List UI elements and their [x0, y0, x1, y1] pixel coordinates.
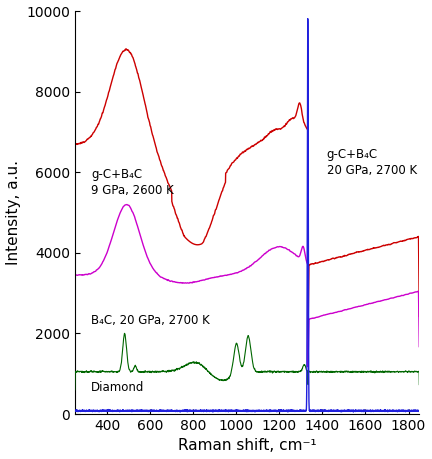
Text: g-C+B₄C
9 GPa, 2600 K: g-C+B₄C 9 GPa, 2600 K — [91, 168, 174, 197]
Text: g-C+B₄C
20 GPa, 2700 K: g-C+B₄C 20 GPa, 2700 K — [327, 148, 417, 177]
Text: Diamond: Diamond — [91, 381, 144, 394]
Text: B₄C, 20 GPa, 2700 K: B₄C, 20 GPa, 2700 K — [91, 314, 210, 327]
X-axis label: Raman shift, cm⁻¹: Raman shift, cm⁻¹ — [178, 438, 316, 453]
Y-axis label: Intensity, a.u.: Intensity, a.u. — [6, 160, 21, 265]
